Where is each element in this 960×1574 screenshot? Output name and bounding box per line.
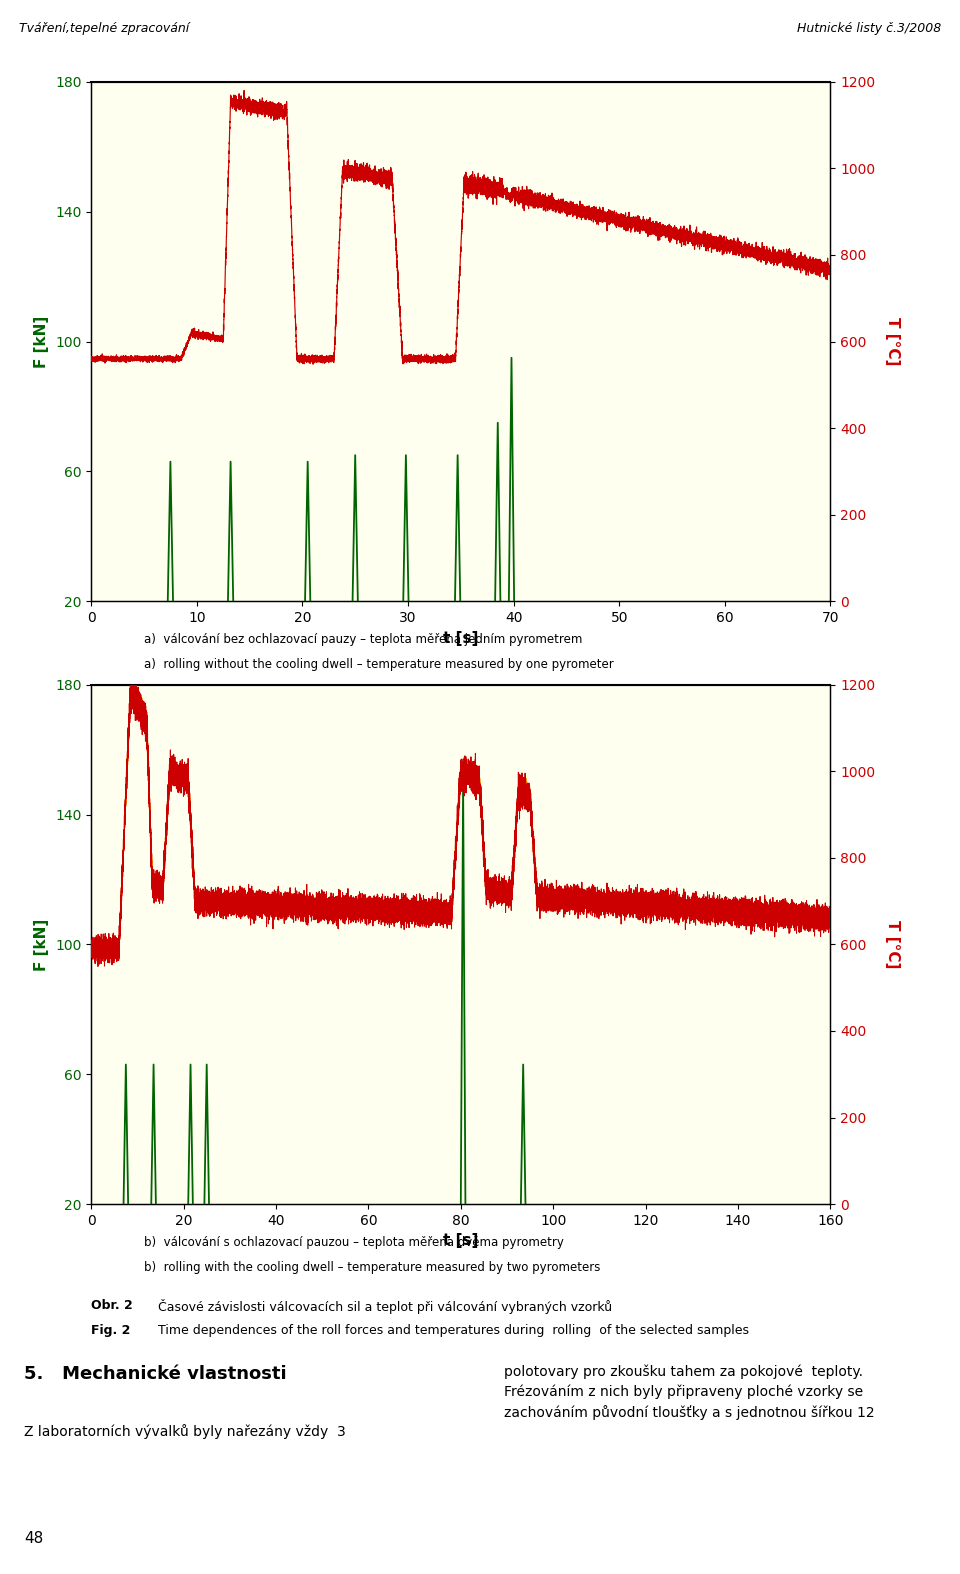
Text: Time dependences of the roll forces and temperatures during  rolling  of the sel: Time dependences of the roll forces and … [158,1324,750,1336]
Text: Z laboratorních vývalků byly nařezány vždy  3: Z laboratorních vývalků byly nařezány vž… [24,1424,346,1440]
Y-axis label: F [kN]: F [kN] [35,918,49,971]
X-axis label: t [s]: t [s] [444,1234,478,1248]
Text: a)  válcování bez ochlazovací pauzy – teplota měřena jedním pyrometrem: a) válcování bez ochlazovací pauzy – tep… [144,633,583,645]
Text: Hutnické listy č.3/2008: Hutnické listy č.3/2008 [797,22,941,35]
Y-axis label: F [kN]: F [kN] [35,315,49,368]
Text: Tváření,tepelné zpracování: Tváření,tepelné zpracování [19,22,189,35]
Y-axis label: T [°C]: T [°C] [885,921,900,968]
Text: polotovary pro zkoušku tahem za pokojové  teploty.
Frézováním z nich byly připra: polotovary pro zkoušku tahem za pokojové… [504,1365,875,1420]
Text: a)  rolling without the cooling dwell – temperature measured by one pyrometer: a) rolling without the cooling dwell – t… [144,658,613,671]
Text: b)  rolling with the cooling dwell – temperature measured by two pyrometers: b) rolling with the cooling dwell – temp… [144,1261,600,1273]
Text: Časové závislosti válcovacích sil a teplot při válcování vybraných vzorků: Časové závislosti válcovacích sil a tepl… [158,1299,612,1314]
X-axis label: t [s]: t [s] [444,631,478,645]
Text: Obr. 2: Obr. 2 [91,1299,132,1311]
Text: 5.   Mechanické vlastnosti: 5. Mechanické vlastnosti [24,1365,287,1382]
Y-axis label: T [°C]: T [°C] [885,318,900,365]
Text: 48: 48 [24,1530,43,1546]
Text: Fig. 2: Fig. 2 [91,1324,131,1336]
Text: b)  válcování s ochlazovací pauzou – teplota měřena dvěma pyrometry: b) válcování s ochlazovací pauzou – tepl… [144,1236,564,1248]
